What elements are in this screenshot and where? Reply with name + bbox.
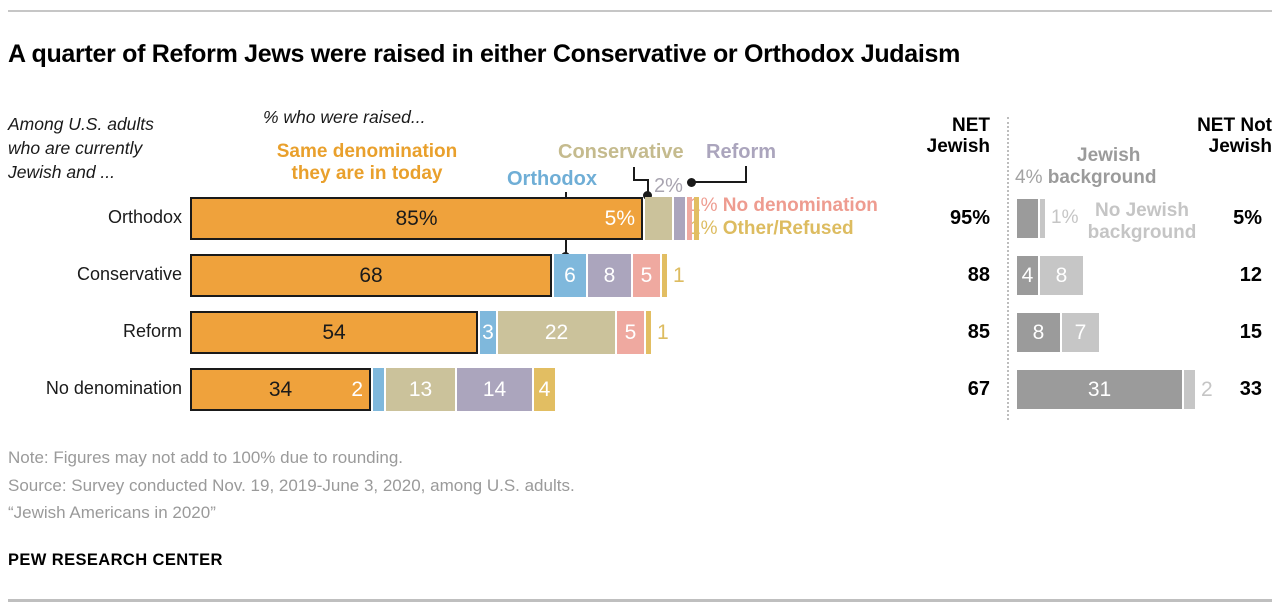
net-not-jewish-value: 15	[1239, 321, 1262, 343]
bar-segment-reform	[674, 197, 685, 240]
jewish-background-label-line1: Jewish	[1077, 145, 1141, 166]
dotted-divider	[1007, 117, 1009, 420]
bar-segment-conservative: 13	[386, 368, 455, 411]
bar-segment-orthodox: 3	[480, 311, 496, 354]
net-not-jewish-value: 12	[1239, 264, 1262, 286]
raised-bar-group: 85% 5%	[190, 197, 699, 240]
chart-row: Reform 54 3 22 5 1 8 7 85 15	[0, 311, 1280, 354]
bar-segment-reform: 14	[457, 368, 532, 411]
conservative-callout-line-v1	[633, 167, 635, 181]
bar-segment-light	[1184, 370, 1195, 409]
legend-same-denomination: Same denomination they are in today	[276, 141, 458, 184]
bar-segment-dark: 8	[1017, 313, 1060, 352]
bar-segment-same: 54	[190, 311, 478, 354]
no-jewish-background-label: No Jewish background	[1087, 200, 1197, 243]
bar-segment-conservative: 22	[498, 311, 615, 354]
chart-row: Orthodox 85% 5% 95% 5%	[0, 197, 1280, 240]
note-report: “Jewish Americans in 2020”	[8, 503, 216, 522]
value-note: % who were raised...	[263, 107, 426, 127]
bar-segment-other	[646, 311, 651, 354]
conservative-callout-dot	[643, 191, 652, 200]
bar-segment-other: 4	[534, 368, 555, 411]
legend-conservative: Conservative	[558, 141, 684, 163]
bar-segment-same: 85% 5%	[190, 197, 643, 240]
bar-segment-conservative	[645, 197, 672, 240]
adjacent-segment-value-label: 2	[351, 377, 363, 401]
chart-row: No denomination 34 2 13 14 4 31 2 67 33	[0, 368, 1280, 411]
bar-segment-nodenom: 5	[633, 254, 660, 297]
bar-segment-light: 7	[1062, 313, 1099, 352]
legend-orthodox: Orthodox	[507, 168, 597, 190]
net-not-jewish-value: 33	[1239, 378, 1262, 400]
outside-value-label: 1	[657, 320, 669, 344]
pew-research-center-wordmark: PEW RESEARCH CENTER	[8, 551, 223, 569]
chart-row: Conservative 68 6 8 5 1 4 8 88 12	[0, 254, 1280, 297]
net-not-jewish-value: 5%	[1233, 207, 1262, 229]
conservative-callout-line-h	[633, 179, 649, 181]
jewish-background-label-line2: 4% background	[1015, 167, 1156, 189]
bar-segment-same: 68	[190, 254, 552, 297]
net-jewish-header: NET Jewish	[926, 115, 990, 157]
net-jewish-value: 88	[967, 264, 990, 286]
bar-segment-dark	[1017, 199, 1038, 238]
bar-segment-orthodox	[373, 368, 384, 411]
bar-segment-reform: 8	[588, 254, 631, 297]
legend-reform: Reform	[706, 141, 777, 163]
jewish-background-value: 4%	[1015, 167, 1043, 188]
outside-value-label: 1	[673, 263, 685, 287]
note-source: Source: Survey conducted Nov. 19, 2019-J…	[8, 476, 575, 495]
bar-segment-dark: 31	[1017, 370, 1182, 409]
row-label: Conservative	[76, 264, 182, 284]
net-jewish-value: 95%	[949, 207, 990, 229]
outside-value-label: 2	[1201, 377, 1213, 401]
reform-callout-line-h	[693, 181, 747, 183]
reform-callout-dot	[687, 178, 696, 187]
bar-segment-dark: 4	[1017, 256, 1038, 295]
bar-segment-nodenom	[687, 197, 692, 240]
raised-bar-group: 68 6 8 5 1	[190, 254, 685, 297]
raised-bar-group: 54 3 22 5 1	[190, 311, 669, 354]
net-not-jewish-header: NET Not Jewish	[1197, 115, 1272, 157]
net-jewish-value: 85	[967, 321, 990, 343]
top-rule	[8, 10, 1272, 12]
background-bar-group	[1017, 199, 1045, 238]
raised-bar-group: 34 2 13 14 4	[190, 368, 555, 411]
bar-segment-other	[694, 197, 699, 240]
bottom-rule	[8, 599, 1272, 602]
reform-segment-value-label: 2%	[654, 175, 683, 197]
chart-title: A quarter of Reform Jews were raised in …	[8, 40, 961, 68]
row-label: Orthodox	[107, 207, 182, 227]
bar-segment-light: 8	[1040, 256, 1083, 295]
bar-segment-orthodox: 6	[554, 254, 586, 297]
bar-segment-light	[1040, 199, 1045, 238]
row-label: Reform	[122, 321, 182, 341]
bar-segment-same: 34 2	[190, 368, 371, 411]
note-rounding: Note: Figures may not add to 100% due to…	[8, 448, 404, 467]
background-bar-group: 31 2	[1017, 370, 1213, 409]
bar-segment-other	[662, 254, 667, 297]
other-refused-label: Other/Refused	[722, 218, 854, 239]
conservative-callout-line-v2	[647, 179, 649, 193]
jewish-background-word: background	[1047, 167, 1157, 188]
no-denomination-label: No denomination	[722, 195, 878, 216]
bar-segment-nodenom: 5	[617, 311, 644, 354]
row-label: No denomination	[45, 378, 182, 398]
adjacent-segment-value-label: 5%	[604, 206, 635, 230]
population-note: Among U.S. adults who are currently Jewi…	[8, 114, 154, 182]
reform-callout-line-v	[745, 166, 747, 183]
net-jewish-value: 67	[967, 378, 990, 400]
no-jewish-background-value: 1%	[1051, 207, 1079, 228]
